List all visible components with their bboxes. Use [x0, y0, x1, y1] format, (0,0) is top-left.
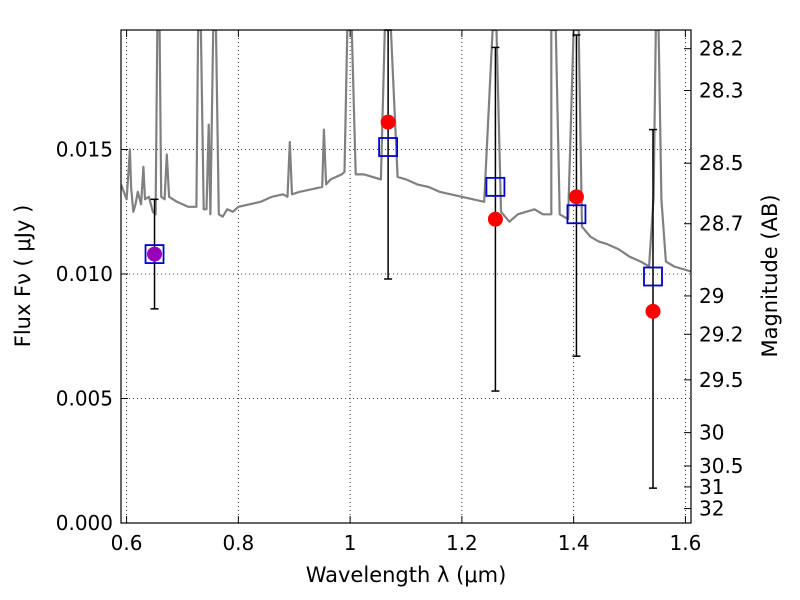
- y2-tick-label: 31: [699, 475, 724, 499]
- x-tick-label: 1.4: [558, 531, 590, 555]
- y-tick-label: 0.015: [56, 138, 113, 162]
- y2-tick-label: 29.5: [699, 368, 744, 392]
- y-tick-label: 0.010: [56, 262, 113, 286]
- observed-flux-marker: [380, 114, 396, 130]
- y2-tick-label: 28.2: [699, 37, 744, 61]
- model-square-marker: [566, 204, 587, 225]
- observed-flux-marker: [147, 246, 163, 262]
- grid-lines: [121, 30, 691, 524]
- model-square-marker: [643, 266, 663, 287]
- marker-layer: [144, 114, 663, 319]
- y2-axis-label: Magnitude (AB): [758, 194, 782, 357]
- observed-flux-marker: [645, 303, 661, 319]
- x-tick-label: 0.8: [222, 531, 254, 555]
- model-square-marker: [378, 137, 399, 157]
- plot-frame: [120, 29, 692, 524]
- spectrum-line: [121, 30, 691, 273]
- observed-flux-marker: [487, 211, 503, 227]
- x-tick-label: 0.6: [111, 531, 143, 555]
- y2-tick-label: 32: [699, 497, 724, 521]
- model-square-marker: [485, 176, 506, 197]
- y-axis-label: Flux Fν ( μJy ): [11, 205, 35, 348]
- model-square-marker: [144, 244, 165, 264]
- y2-tick-label: 30.5: [699, 454, 744, 478]
- errorbar-layer: [150, 29, 657, 489]
- x-tick-label: 1.6: [670, 531, 702, 555]
- axis-ticks: 0.6 0.8 1 1.2 1.4 1.6 0.000 0.005 0.010 0.015 28.2…: [56, 30, 744, 555]
- y2-tick-label: 28.5: [699, 151, 744, 175]
- spectrum-layer: [121, 30, 691, 273]
- y-tick-label: 0.000: [56, 511, 113, 535]
- x-axis-label: Wavelength λ (μm): [306, 563, 507, 587]
- y2-tick-label: 30: [699, 421, 724, 445]
- y2-tick-label: 29: [699, 284, 724, 308]
- observed-flux-marker: [568, 189, 584, 205]
- x-tick-label: 1: [344, 531, 357, 555]
- y2-tick-label: 28.7: [699, 212, 744, 236]
- y-tick-label: 0.005: [56, 387, 113, 411]
- x-tick-label: 1.2: [446, 531, 478, 555]
- y2-tick-label: 28.3: [699, 79, 744, 103]
- y2-tick-label: 29.2: [699, 322, 744, 346]
